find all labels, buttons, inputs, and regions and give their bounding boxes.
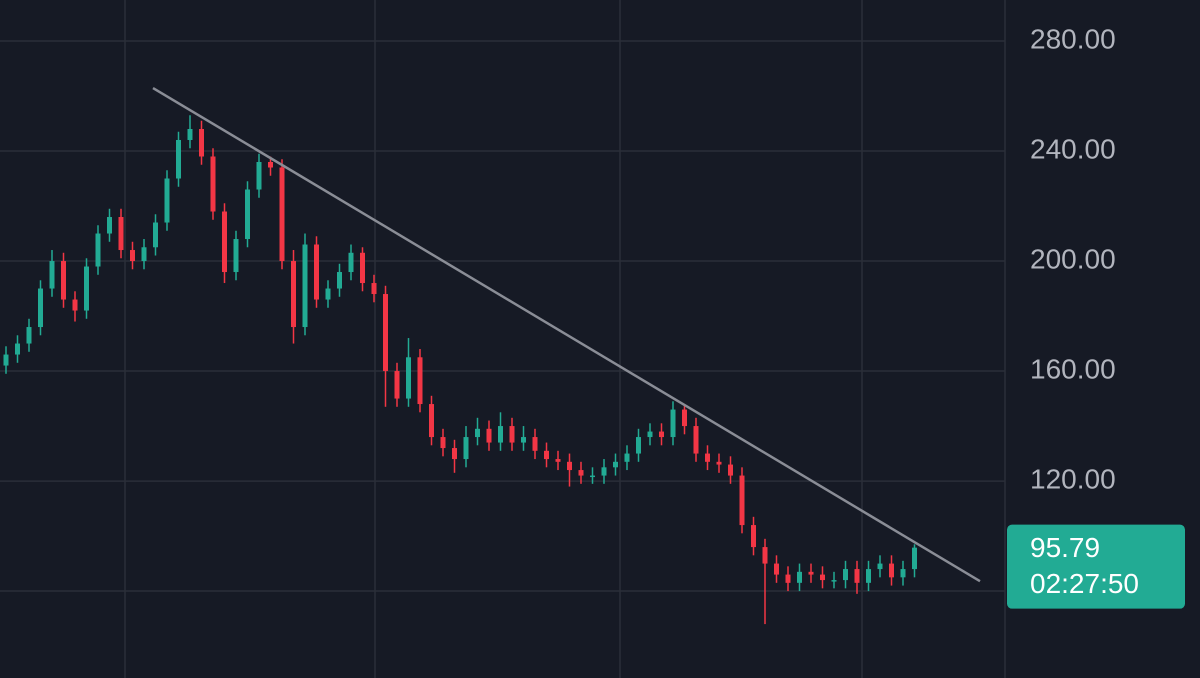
candle-body: [636, 437, 641, 454]
candle-body: [601, 467, 607, 476]
candle-body: [406, 357, 411, 399]
candle-body: [762, 547, 768, 564]
candle-body: [49, 261, 55, 289]
candle-body: [256, 162, 262, 190]
candle-body: [118, 217, 124, 251]
candle-body: [176, 140, 181, 179]
candle-body: [659, 431, 664, 438]
candle-body: [624, 453, 630, 462]
candle-body: [153, 222, 158, 248]
candle-body: [440, 437, 446, 449]
candle-body: [394, 371, 400, 399]
candle-body: [475, 428, 480, 438]
candle-body: [210, 156, 216, 212]
candle-body: [693, 426, 699, 454]
candle-body: [808, 571, 814, 575]
trendline: [152, 86, 981, 583]
candle-body: [3, 354, 9, 366]
candle-body: [509, 426, 515, 443]
candle-body: [854, 569, 860, 583]
candle-body: [417, 357, 423, 405]
candle-body: [130, 250, 135, 262]
countdown-label: 02:27:50: [1030, 568, 1139, 599]
candle-body: [900, 569, 906, 578]
candle-body: [38, 288, 43, 328]
candle-body: [820, 574, 825, 581]
y-tick-label: 160.00: [1030, 353, 1116, 384]
candle-body: [268, 162, 273, 168]
candle-body: [337, 272, 342, 289]
candle-body: [912, 547, 917, 570]
price-label-box: [1007, 524, 1185, 609]
candle-body: [716, 461, 722, 465]
candle-body: [889, 563, 894, 578]
candle-body: [429, 404, 434, 438]
candle-body: [785, 574, 791, 583]
candle-body: [751, 525, 756, 548]
vertical-grid: [124, 0, 1006, 678]
candle-body: [302, 244, 308, 328]
candle-body: [705, 453, 710, 462]
candle-body: [199, 128, 204, 157]
candle-body: [245, 189, 250, 240]
candle-body: [233, 239, 239, 273]
candle-body: [544, 450, 549, 460]
candle-body: [613, 461, 618, 468]
candle-body: [521, 437, 526, 443]
candle-body: [670, 409, 676, 438]
candle-body: [107, 217, 112, 234]
candle-body: [383, 294, 388, 372]
candle-body: [647, 431, 653, 438]
candle-body: [567, 461, 572, 471]
candle-body: [348, 252, 354, 273]
candle-body: [84, 266, 89, 311]
y-tick-label: 200.00: [1030, 243, 1116, 274]
candle-body: [463, 437, 469, 460]
candle-body: [72, 299, 78, 311]
candle-body: [739, 475, 745, 526]
candle-body: [728, 464, 733, 476]
candle-body: [360, 252, 365, 284]
candle-body: [532, 437, 538, 451]
candle-body: [95, 233, 101, 267]
candle-body: [371, 283, 377, 295]
candle-body: [325, 288, 331, 300]
candle-body: [797, 571, 802, 583]
candle-body: [452, 448, 457, 460]
candle-body: [877, 563, 883, 570]
candle-body: [682, 409, 687, 427]
candle-body: [486, 428, 492, 443]
candle-body: [314, 244, 319, 300]
price-label: 95.79: [1030, 532, 1100, 563]
y-tick-label: 240.00: [1030, 133, 1116, 164]
candle-body: [222, 211, 227, 273]
candle-body: [164, 178, 170, 223]
candle-body: [26, 327, 32, 344]
candle-body: [279, 167, 285, 262]
candle-body: [15, 343, 20, 355]
y-tick-label: 280.00: [1030, 23, 1116, 54]
y-tick-label: 120.00: [1030, 463, 1116, 494]
candle-body: [291, 261, 296, 328]
candle-body: [590, 475, 595, 478]
candle-body: [555, 459, 561, 462]
candle-body: [774, 563, 779, 575]
candle-body: [866, 569, 871, 583]
candle-body: [141, 247, 147, 262]
candle-body: [578, 470, 584, 476]
candle-body: [831, 580, 837, 582]
candle-body: [187, 128, 193, 141]
candle-body: [843, 569, 848, 581]
candle-body: [498, 426, 503, 443]
candle-body: [61, 261, 66, 300]
